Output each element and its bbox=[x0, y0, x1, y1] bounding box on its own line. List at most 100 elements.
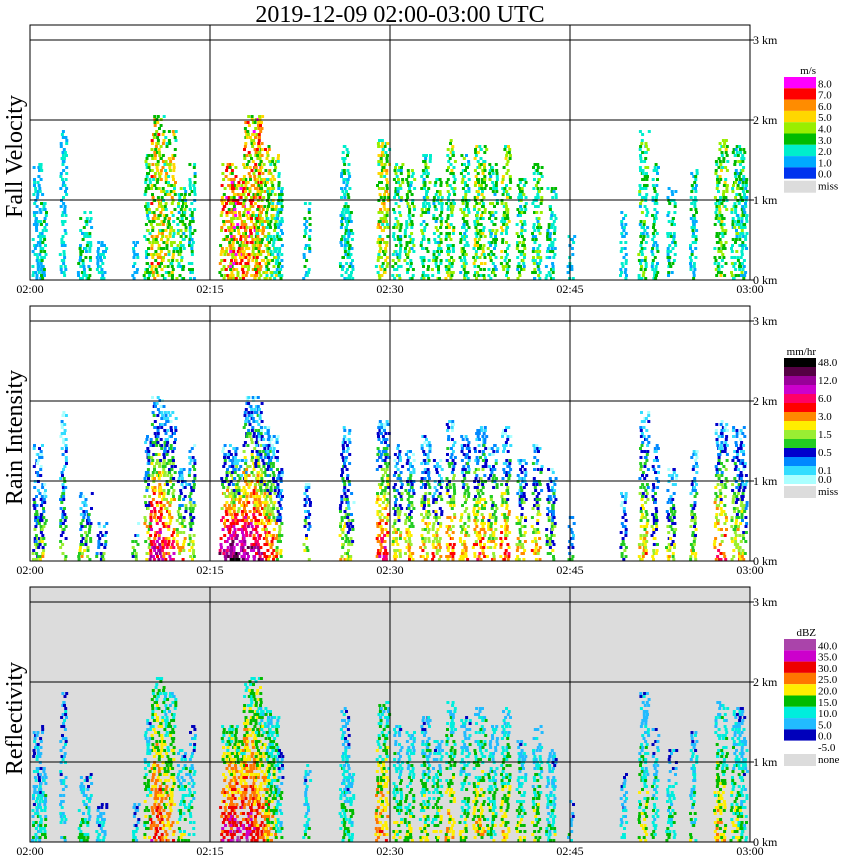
colorbar-swatch bbox=[784, 385, 816, 394]
colorbar-swatch bbox=[784, 430, 816, 439]
chart-title: 2019-12-09 02:00-03:00 UTC bbox=[255, 2, 545, 28]
plot-frame bbox=[29, 305, 751, 562]
x-tick-label: 02:30 bbox=[376, 844, 403, 858]
y-tick-label: 0 km bbox=[753, 835, 778, 849]
x-tick-label: 02:15 bbox=[196, 844, 223, 858]
colorbar-label: 30.0 bbox=[818, 663, 838, 675]
colorbar-swatch bbox=[784, 448, 816, 457]
x-tick-label: 02:30 bbox=[376, 563, 403, 577]
colorbar-missing-swatch bbox=[784, 754, 816, 766]
colorbar-label: 7.0 bbox=[818, 90, 832, 102]
colorbar-label: 12.0 bbox=[818, 375, 838, 387]
colorbar-label: 1.0 bbox=[818, 157, 832, 169]
colorbar-label: 10.0 bbox=[818, 708, 838, 720]
colorbar-label: 4.0 bbox=[818, 124, 832, 136]
x-tick-label: 03:00 bbox=[736, 282, 763, 296]
colorbar-swatch bbox=[784, 133, 816, 145]
y-tick-label: 0 km bbox=[753, 554, 778, 568]
colorbar-label: 15.0 bbox=[818, 697, 838, 709]
colorbar-swatch bbox=[784, 110, 816, 123]
colorbar-swatch bbox=[784, 88, 816, 100]
plot-frame bbox=[29, 586, 751, 843]
x-tick-label: 02:00 bbox=[16, 282, 43, 296]
grid bbox=[30, 25, 750, 280]
colorbar-swatch bbox=[784, 684, 816, 696]
colorbar-label: 1.5 bbox=[818, 429, 832, 441]
colorbar-swatch bbox=[784, 403, 816, 412]
colorbar-swatch bbox=[784, 412, 816, 421]
colorbar-swatch bbox=[784, 639, 816, 651]
x-tick-label: 02:15 bbox=[196, 563, 223, 577]
y-tick-label: 2 km bbox=[753, 113, 778, 127]
colorbar-swatch bbox=[784, 394, 816, 403]
colorbar-swatch bbox=[784, 439, 816, 448]
x-tick-label: 02:45 bbox=[556, 563, 583, 577]
colorbar-label: 5.0 bbox=[818, 112, 832, 124]
colorbar-label: 3.0 bbox=[818, 411, 832, 423]
x-tick-label: 02:00 bbox=[16, 844, 43, 858]
colorbar-label: 0.0 bbox=[818, 474, 832, 486]
colorbar: dBZ40.035.030.025.020.015.010.05.00.0-5.… bbox=[784, 627, 840, 766]
colorbar-label: 0.0 bbox=[818, 731, 832, 743]
colorbar-swatch bbox=[784, 144, 816, 157]
x-tick-label: 02:45 bbox=[556, 282, 583, 296]
x-tick-label: 02:30 bbox=[376, 282, 403, 296]
colorbar-unit: mm/hr bbox=[787, 346, 817, 358]
colorbar-swatch bbox=[784, 740, 816, 752]
reflectivity-panel: 0 km 1 km 2 km 3 km 02:00 02:15 02:30 02:45 03:0… bbox=[2, 586, 840, 858]
colorbar-unit: dBZ bbox=[796, 627, 816, 639]
colorbar-swatch bbox=[784, 466, 816, 475]
y-tick-label: 2 km bbox=[753, 675, 778, 689]
colorbar-swatch bbox=[784, 695, 816, 707]
colorbar-label: 6.0 bbox=[818, 393, 832, 405]
colorbar-missing-swatch bbox=[784, 180, 816, 193]
colorbar-missing-label: miss bbox=[818, 486, 838, 498]
colorbar-label: -5.0 bbox=[818, 742, 836, 754]
colorbar-missing-label: none bbox=[818, 754, 840, 766]
y-tick-label: 3 km bbox=[753, 314, 778, 328]
colorbar-swatch bbox=[784, 167, 816, 179]
y-tick-label: 3 km bbox=[753, 33, 778, 47]
colorbar-swatch bbox=[784, 156, 816, 168]
colorbar-label: 8.0 bbox=[818, 78, 832, 90]
data-cells bbox=[31, 115, 749, 280]
colorbar-label: 25.0 bbox=[818, 674, 838, 686]
colorbar-swatch bbox=[784, 367, 816, 376]
colorbar-swatch bbox=[784, 729, 816, 741]
colorbar-label: 6.0 bbox=[818, 101, 832, 113]
y-tick-label: 0 km bbox=[753, 273, 778, 287]
colorbar-label: 2.0 bbox=[818, 146, 832, 158]
colorbar-missing-swatch bbox=[784, 486, 816, 498]
colorbar-label: 5.0 bbox=[818, 719, 832, 731]
colorbar-label: 0.0 bbox=[818, 169, 832, 181]
x-tick-label: 02:00 bbox=[16, 563, 43, 577]
x-tick-label: 03:00 bbox=[736, 563, 763, 577]
grid bbox=[30, 306, 750, 561]
y-tick-label: 1 km bbox=[753, 193, 778, 207]
colorbar-missing-label: miss bbox=[818, 181, 838, 193]
colorbar-swatch bbox=[784, 706, 816, 719]
x-tick-label: 02:15 bbox=[196, 282, 223, 296]
x-tick-label: 02:45 bbox=[556, 844, 583, 858]
y-tick-label: 1 km bbox=[753, 755, 778, 769]
y-axis-label: Fall Velocity bbox=[2, 95, 28, 218]
y-axis-label: Rain Intensity bbox=[2, 370, 28, 505]
x-tick-label: 03:00 bbox=[736, 844, 763, 858]
colorbar-swatch bbox=[784, 475, 816, 484]
plot-frame bbox=[29, 24, 751, 281]
colorbar-swatch bbox=[784, 99, 816, 111]
colorbar-swatch bbox=[784, 718, 816, 730]
colorbar-label: 3.0 bbox=[818, 135, 832, 147]
data-cells bbox=[31, 396, 749, 561]
colorbar-label: 0.5 bbox=[818, 447, 832, 459]
fall-velocity-panel: 0 km 1 km 2 km 3 km 02:00 02:15 02:30 02:45 03:0… bbox=[2, 24, 838, 296]
colorbar-swatch bbox=[784, 421, 816, 430]
rain-intensity-panel: 0 km 1 km 2 km 3 km 02:00 02:15 02:30 02:45 03:0… bbox=[2, 305, 838, 577]
colorbar-swatch bbox=[784, 358, 816, 367]
colorbar-swatch bbox=[784, 376, 816, 385]
colorbar-label: 35.0 bbox=[818, 652, 838, 664]
colorbar-swatch bbox=[784, 650, 816, 662]
colorbar-label: 0.1 bbox=[818, 465, 832, 477]
